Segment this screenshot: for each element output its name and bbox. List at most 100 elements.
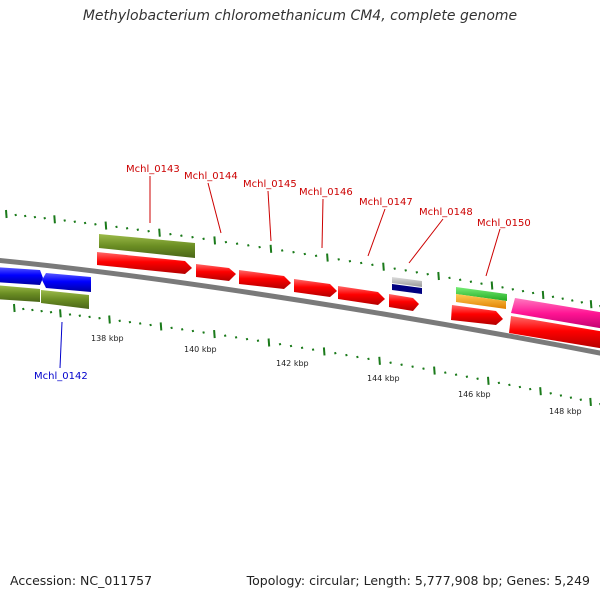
ruler-major-tick [213, 330, 216, 339]
ruler-minor-tick [356, 355, 359, 359]
cds-feature-mchl-0145[interactable] [239, 270, 291, 289]
ruler-label: 146 kbp [458, 390, 491, 399]
feature-magenta-right[interactable] [511, 298, 600, 329]
ruler-minor-tick [337, 258, 340, 261]
gene-feature-olive-left-2[interactable] [41, 290, 89, 309]
ruler-major-tick [158, 228, 161, 237]
ruler-minor-tick [43, 216, 46, 220]
ruler-minor-tick [448, 276, 451, 280]
ruler-minor-tick [23, 214, 27, 218]
feature-navy-small[interactable] [392, 284, 422, 294]
feature-orange-mchl-0150[interactable] [456, 294, 506, 309]
gene-label-mchl-0148[interactable]: Mchl_0148 [419, 207, 473, 218]
ruler-minor-tick [501, 286, 504, 289]
ruler-minor-tick [136, 228, 140, 231]
ruler-minor-tick [247, 244, 250, 247]
ruler-minor-tick [426, 272, 429, 276]
gene-label-mchl-0144[interactable]: Mchl_0144 [184, 171, 238, 182]
cds-feature-mchl-0150[interactable] [451, 305, 503, 325]
ruler-minor-tick [551, 295, 555, 299]
ruler-minor-tick [180, 328, 184, 331]
gene-feature-olive-left-1[interactable] [0, 285, 40, 302]
ruler-minor-tick [400, 363, 403, 366]
ruler-minor-tick [334, 351, 337, 355]
ruler-minor-tick [115, 225, 118, 229]
ruler-major-tick [269, 244, 273, 253]
cds-feature-mchl-0144[interactable] [196, 264, 236, 281]
ruler-minor-tick [68, 313, 72, 316]
ruler-label: 138 kbp [91, 334, 124, 343]
gene-label-mchl-0147[interactable]: Mchl_0147 [359, 197, 413, 208]
ruler-minor-tick [49, 310, 53, 314]
ruler-major-tick [382, 262, 385, 271]
leader-line-mchl-0144 [207, 182, 222, 234]
genome-summary: Topology: circular; Length: 5,777,908 bp… [246, 573, 590, 588]
ruler-minor-tick [458, 278, 462, 282]
ruler-minor-tick [528, 387, 532, 391]
ruler-minor-tick [170, 326, 173, 330]
ruler-minor-tick [367, 357, 370, 361]
ruler-minor-tick [235, 242, 239, 245]
ruler-major-tick [267, 338, 271, 347]
ruler-major-tick [213, 236, 216, 245]
leader-line-mchl-0147 [367, 208, 386, 257]
ruler-minor-tick [314, 254, 318, 258]
ruler-minor-tick [223, 334, 227, 337]
genome-backbone [0, 257, 600, 356]
ruler-minor-tick [40, 309, 43, 313]
ruler-major-tick [104, 221, 108, 230]
ruler-minor-tick [415, 271, 419, 274]
ruler-major-tick [59, 309, 62, 318]
cds-reverse-feature-blue-2[interactable] [42, 273, 91, 292]
outer-tick-ruler [5, 209, 600, 309]
cds-reverse-feature-blue-1[interactable] [0, 267, 43, 285]
ruler-minor-tick [224, 240, 228, 244]
cds-feature-mchl-0147[interactable] [338, 286, 385, 305]
ruler-major-tick [322, 347, 326, 356]
ruler-minor-tick [78, 314, 82, 317]
ruler-minor-tick [518, 385, 522, 389]
inner-tick-ruler [13, 303, 600, 406]
ruler-minor-tick [98, 316, 101, 320]
feature-green-mchl-0150[interactable] [456, 287, 507, 301]
gene-label-mchl-0146[interactable]: Mchl_0146 [299, 187, 353, 198]
ruler-minor-tick [14, 213, 17, 217]
cds-feature-red-right[interactable] [509, 316, 600, 349]
ruler-minor-tick [561, 297, 564, 300]
ruler-minor-tick [580, 301, 584, 304]
gene-label-mchl-0142[interactable]: Mchl_0142 [34, 371, 88, 382]
cds-feature-mchl-0143[interactable] [97, 252, 192, 274]
ruler-minor-tick [300, 346, 304, 350]
ruler-minor-tick [531, 291, 535, 295]
ruler-minor-tick [83, 221, 87, 225]
ruler-minor-tick [292, 250, 295, 254]
ruler-minor-tick [125, 227, 129, 230]
ruler-major-tick [541, 290, 545, 299]
feature-gray-small[interactable] [392, 277, 422, 287]
ruler-minor-tick [245, 337, 249, 341]
ruler-minor-tick [169, 232, 172, 236]
cds-feature-mchl-0148[interactable] [389, 294, 419, 311]
leader-line-mchl-0148 [408, 218, 444, 264]
ruler-major-tick [108, 315, 111, 324]
ruler-minor-tick [256, 339, 260, 342]
gene-label-mchl-0150[interactable]: Mchl_0150 [477, 218, 531, 229]
leader-line-mchl-0150 [485, 228, 501, 277]
ruler-minor-tick [258, 245, 261, 249]
ruler-minor-tick [63, 219, 66, 222]
ruler-minor-tick [345, 353, 348, 357]
gene-label-mchl-0145[interactable]: Mchl_0145 [243, 179, 297, 190]
cds-feature-mchl-0146[interactable] [294, 279, 337, 297]
ruler-minor-tick [31, 308, 34, 312]
map-title: Methylobacterium chloromethanicum CM4, c… [82, 8, 518, 24]
leader-line-mchl-0145 [267, 190, 272, 242]
ruler-minor-tick [191, 329, 195, 333]
ruler-major-tick [589, 300, 593, 309]
ruler-minor-tick [559, 394, 563, 397]
gene-feature-mchl-0143[interactable] [99, 234, 195, 258]
ruler-minor-tick [303, 252, 307, 256]
gene-label-mchl-0143[interactable]: Mchl_0143 [126, 164, 180, 175]
ruler-major-tick [53, 215, 56, 224]
ruler-minor-tick [571, 299, 574, 302]
ruler-major-tick [159, 322, 163, 331]
